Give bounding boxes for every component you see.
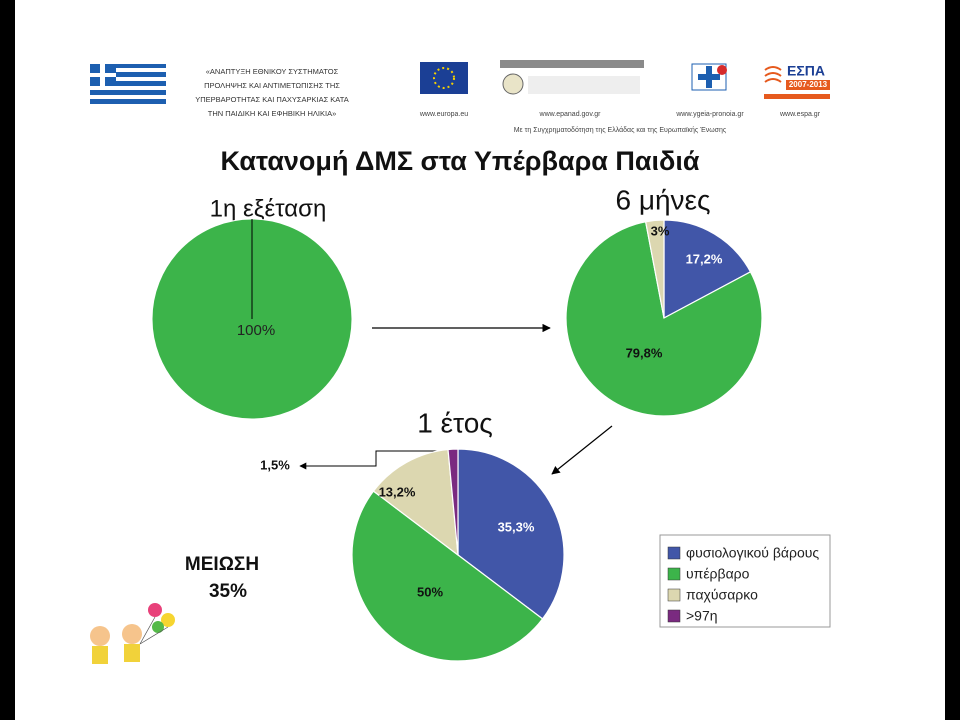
data-label: 13,2% (379, 484, 416, 499)
pie-slice (644, 219, 665, 319)
chart-title: 1η εξέταση (210, 195, 327, 222)
project-title-line: ΥΠΕΡΒΑΡΟΤΗΤΑΣ ΚΑΙ ΠΑΧΥΣΑΡΚΙΑΣ ΚΑΤΑ (195, 95, 349, 104)
legend-label: υπέρβαρο (686, 566, 750, 582)
legend-swatch (667, 567, 681, 581)
data-label: 50% (417, 584, 443, 599)
pie-slice (457, 448, 565, 620)
leader-line (299, 450, 452, 470)
legend-label: >97η (686, 608, 718, 624)
pie-slice (351, 490, 544, 662)
eu-logo (420, 62, 468, 94)
epanad-logo (500, 60, 644, 95)
project-title-line: «ΑΝΑΠΤΥΞΗ ΕΘΝΙΚΟΥ ΣΥΣΤΗΜΑΤΟΣ (206, 67, 339, 76)
cofunding-note: Με τη Συγχρηματοδότηση της Ελλάδας και τ… (514, 126, 727, 134)
pie-slice (447, 448, 459, 556)
legend-label: παχύσαρκο (686, 587, 758, 603)
logo-url: www.europa.eu (419, 111, 468, 118)
arrow (551, 425, 613, 475)
legend-swatch (667, 546, 681, 560)
pie-slice (663, 219, 752, 320)
legend-swatch (667, 609, 681, 623)
legend-box (659, 534, 831, 628)
slide-title: Κατανομή ΔΜΣ στα Υπέρβαρα Παιδιά (221, 146, 700, 176)
data-label: 1,5% (260, 457, 290, 472)
children-drawing (90, 603, 175, 664)
logo-url: www.epanad.gov.gr (539, 111, 602, 118)
data-label: 35,3% (498, 519, 535, 534)
chart-title: 6 μήνες (615, 184, 710, 215)
logo-url: www.ygeia-pronoia.gr (675, 111, 744, 118)
pie-slice (565, 221, 763, 417)
espa-logo-text: ΕΣΠΑ (787, 63, 825, 79)
chart-title: 1 έτος (417, 407, 493, 438)
project-title-line: ΠΡΟΛΗΨΗΣ ΚΑΙ ΑΝΤΙΜΕΤΩΠΙΣΗΣ ΤΗΣ (204, 81, 340, 90)
espa-years: 2007-2013 (789, 80, 828, 89)
annotation: 35% (209, 581, 247, 602)
project-title-line: ΤΗΝ ΠΑΙΔΙΚΗ ΚΑΙ ΕΦΗΒΙΚΗ ΗΛΙΚΙΑ» (208, 109, 337, 118)
annotation: ΜΕΙΩΣΗ (185, 554, 259, 575)
data-label: 79,8% (626, 345, 663, 360)
data-label: 3% (651, 223, 670, 238)
data-label: 17,2% (686, 251, 723, 266)
legend-swatch (667, 588, 681, 602)
health-logo (691, 63, 727, 91)
logo-url: www.espa.gr (779, 111, 821, 118)
pie-slice (372, 448, 459, 557)
greek-flag (90, 64, 166, 104)
legend-label: φυσιολογικού βάρους (686, 545, 819, 561)
espa-logo: ΕΣΠΑ 2007-2013 (764, 63, 830, 99)
data-label: 100% (237, 322, 275, 339)
